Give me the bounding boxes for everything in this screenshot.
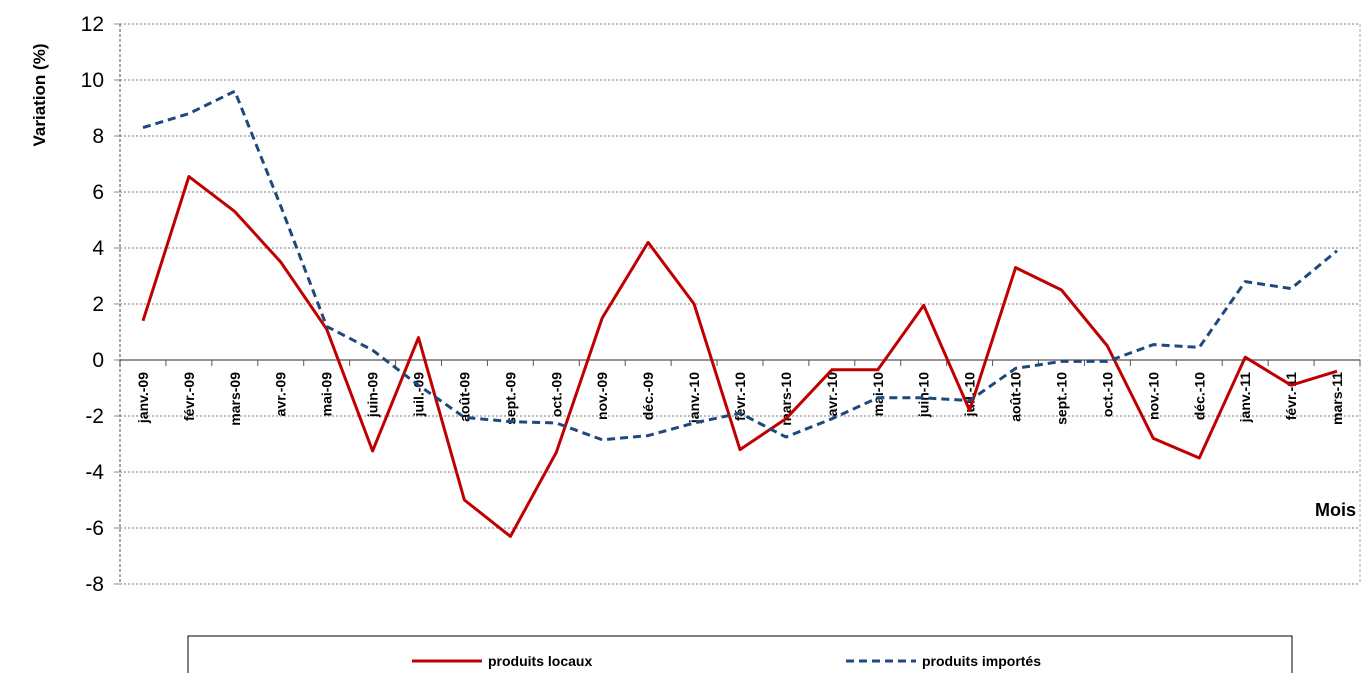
x-tick-label: mars-10 bbox=[778, 372, 794, 426]
x-tick-label: sept.-10 bbox=[1053, 372, 1069, 425]
series-line-produits-importes bbox=[142, 89, 1338, 442]
y-tick-label: 2 bbox=[92, 293, 104, 316]
x-tick-label: août-09 bbox=[456, 372, 472, 422]
y-tick-label: 4 bbox=[92, 237, 104, 260]
series-lines bbox=[141, 89, 1338, 538]
y-axis-title: Variation (%) bbox=[30, 44, 49, 147]
gridlines bbox=[120, 23, 1360, 585]
x-tick-label: mars-11 bbox=[1329, 372, 1345, 425]
x-tick-label: mai-10 bbox=[870, 372, 886, 417]
x-tick-label: avr.-09 bbox=[273, 372, 289, 417]
x-axis-title: Mois bbox=[1315, 500, 1356, 520]
x-tick-label: janv.-11 bbox=[1237, 372, 1253, 424]
y-tick-label: 8 bbox=[92, 125, 104, 148]
x-tick-label: avr.-10 bbox=[824, 372, 840, 417]
x-tick-label: juil.-10 bbox=[962, 372, 978, 418]
y-tick-label: -6 bbox=[85, 517, 104, 540]
x-tick-label: oct.-09 bbox=[548, 372, 564, 417]
x-tick-label: nov.-10 bbox=[1145, 372, 1161, 420]
x-tick-label: oct.-10 bbox=[1099, 372, 1115, 417]
legend-label: produits locaux bbox=[488, 653, 592, 669]
y-tick-label: 0 bbox=[92, 349, 104, 372]
x-tick-label: mai-09 bbox=[319, 372, 335, 417]
x-tick-label: févr.-11 bbox=[1283, 372, 1299, 420]
x-tick-label: janv.-09 bbox=[135, 372, 151, 424]
x-tick-label: févr.-10 bbox=[732, 372, 748, 421]
y-tick-label: -2 bbox=[85, 405, 104, 428]
x-tick-label: sept.-09 bbox=[502, 372, 518, 425]
y-axis: -8 -6 -4 -2 0 2 4 6 8 10 12 bbox=[81, 13, 120, 596]
y-tick-label: 6 bbox=[92, 181, 104, 204]
x-tick-label: nov.-09 bbox=[594, 372, 610, 420]
y-tick-label: 10 bbox=[81, 69, 104, 92]
x-tick-label: mars-09 bbox=[227, 372, 243, 426]
x-tick-label: juil.-09 bbox=[411, 372, 427, 418]
x-tick-label: août-10 bbox=[1008, 372, 1024, 422]
legend-box bbox=[187, 635, 1293, 673]
x-axis: janv.-09 févr.-09 mars-09 avr.-09 mai-09 juin… bbox=[119, 359, 1361, 426]
y-tick-label: -4 bbox=[85, 461, 104, 484]
x-tick-label: déc.-10 bbox=[1191, 372, 1207, 420]
x-tick-label: juin-09 bbox=[365, 372, 381, 418]
x-tick-label: janv.-10 bbox=[686, 372, 702, 424]
series-line-produits-locaux bbox=[141, 175, 1338, 538]
legend-label: produits importés bbox=[922, 653, 1041, 669]
x-tick-label: déc.-09 bbox=[640, 372, 656, 420]
y-tick-label: -8 bbox=[85, 573, 104, 596]
y-tick-label: 12 bbox=[81, 13, 104, 36]
x-tick-label: juin-10 bbox=[916, 372, 932, 418]
legend: produits locaux produits importés bbox=[412, 653, 1041, 669]
x-tick-label: févr.-09 bbox=[181, 372, 197, 421]
